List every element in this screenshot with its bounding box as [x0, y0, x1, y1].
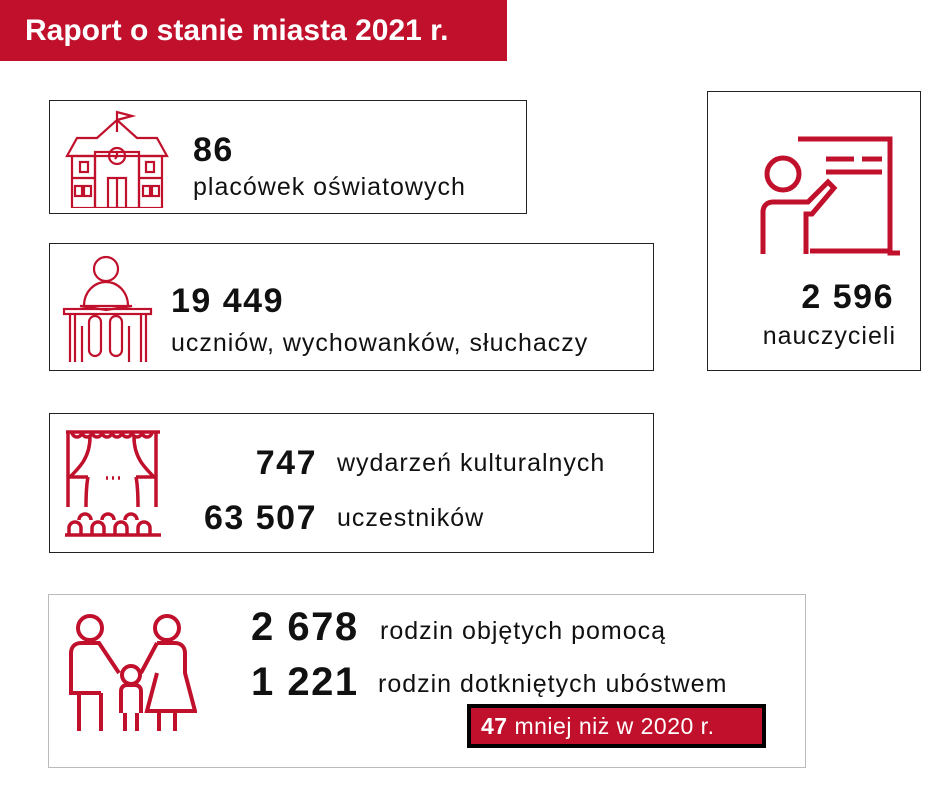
school-icon: [65, 110, 169, 208]
aid-value: 2 678: [251, 605, 359, 649]
poverty-label: rodzin dotkniętych ubóstwem: [378, 670, 728, 698]
teachers-label: nauczycieli: [762, 322, 896, 350]
teachers-card: 2 596 nauczycieli: [707, 91, 921, 371]
change-value: 47: [481, 713, 508, 739]
change-badge: 47 mniej niż w 2020 r.: [467, 704, 766, 748]
culture-card: 747 wydarzeń kulturalnych 63 507 uczestn…: [49, 413, 654, 553]
students-value: 19 449: [171, 282, 284, 320]
teachers-value: 2 596: [801, 278, 894, 316]
student-at-desk-icon: [62, 255, 153, 362]
events-value: 747: [255, 444, 317, 482]
schools-value: 86: [193, 131, 234, 169]
students-label: uczniów, wychowanków, słuchaczy: [171, 329, 589, 357]
students-card: 19 449 uczniów, wychowanków, słuchaczy: [49, 243, 654, 371]
schools-label: placówek oświatowych: [193, 173, 466, 201]
change-label: mniej niż w 2020 r.: [514, 713, 715, 739]
page-title: Raport o stanie miasta 2021 r.: [0, 0, 507, 61]
aid-label: rodzin objętych pomocą: [380, 617, 667, 645]
families-card: 2 678 rodzin objętych pomocą 1 221 rodzi…: [48, 594, 806, 768]
participants-label: uczestników: [337, 504, 485, 532]
schools-card: 86 placówek oświatowych: [49, 100, 527, 214]
events-label: wydarzeń kulturalnych: [337, 449, 606, 477]
family-icon: [69, 614, 197, 731]
participants-value: 63 507: [204, 499, 317, 537]
teacher-at-board-icon: [760, 136, 900, 256]
poverty-value: 1 221: [251, 660, 359, 704]
theater-stage-icon: [65, 430, 161, 537]
